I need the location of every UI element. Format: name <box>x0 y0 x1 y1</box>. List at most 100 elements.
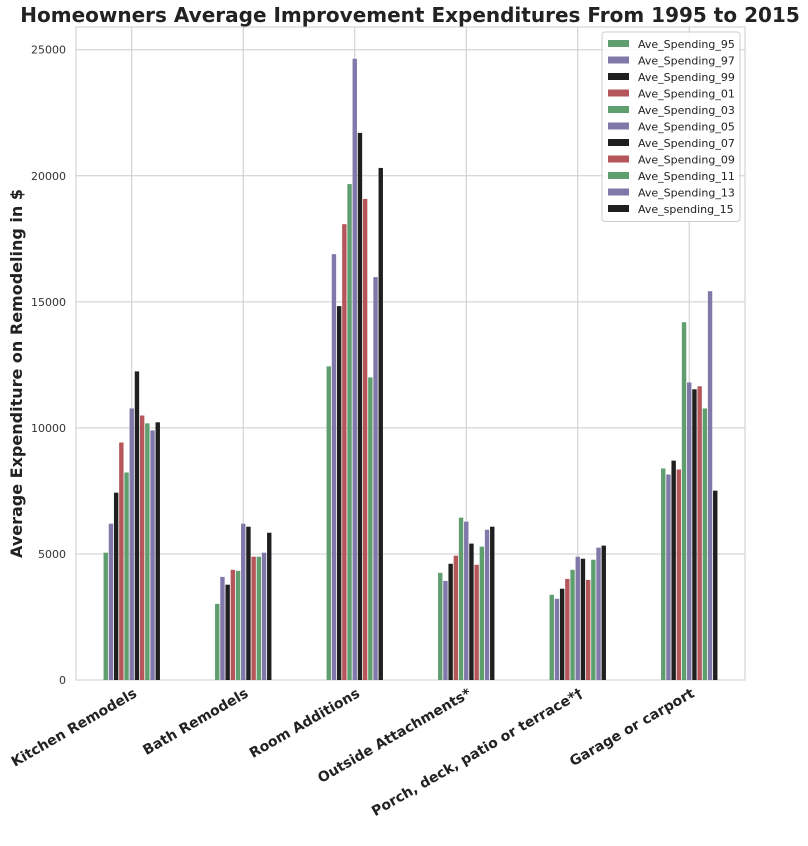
bar-ave-spending-05-4 <box>575 556 580 680</box>
bar-ave-spending-97-0 <box>108 523 114 680</box>
bar-ave-spending-07-0 <box>134 371 140 680</box>
bar-ave-spending-15-2 <box>378 167 383 680</box>
legend-item: Ave_Spending_05 <box>608 121 735 134</box>
bar-ave-spending-01-5 <box>676 469 682 680</box>
bar-ave-spending-09-2 <box>362 198 368 681</box>
bar-ave-spending-01-1 <box>230 569 236 680</box>
bar-ave-spending-09-1 <box>251 556 256 680</box>
bar-ave-spending-15-5 <box>713 490 718 680</box>
bar-ave-spending-99-3 <box>448 563 453 680</box>
legend-item: Ave_Spending_07 <box>608 137 735 150</box>
bar-ave-spending-99-5 <box>671 460 676 680</box>
bar-ave-spending-95-3 <box>438 572 443 680</box>
legend: Ave_Spending_95 Ave_Spending_97 Ave_Spendi… <box>601 31 741 222</box>
bar-ave-spending-09-0 <box>139 415 145 680</box>
bar-ave-spending-11-4 <box>591 559 596 680</box>
bar-ave-spending-99-2 <box>336 306 342 680</box>
legend-item: Ave_Spending_03 <box>608 104 735 117</box>
legend-item: Ave_spending_15 <box>608 203 734 216</box>
bar-ave-spending-11-0 <box>145 423 150 680</box>
y-tick-labels: 0 5000 10000 15000 20000 25000 <box>31 44 66 687</box>
legend-label: Ave_Spending_03 <box>638 104 735 117</box>
bar-ave-spending-07-4 <box>580 558 586 680</box>
x-tick-label: Room Additions <box>247 686 363 762</box>
bar-ave-spending-15-4 <box>601 545 606 680</box>
legend-box <box>601 31 741 222</box>
legend-label: Ave_Spending_99 <box>638 71 735 84</box>
legend-swatch <box>608 155 629 163</box>
bar-ave-spending-01-3 <box>453 555 459 680</box>
legend-label: Ave_Spending_95 <box>638 38 735 51</box>
legend-swatch <box>608 40 629 47</box>
bar-ave-spending-09-4 <box>585 579 591 680</box>
bar-ave-spending-03-1 <box>235 570 241 680</box>
bar-ave-spending-13-4 <box>596 547 601 680</box>
bar-ave-spending-09-3 <box>474 564 479 680</box>
legend-label: Ave_Spending_09 <box>638 154 735 167</box>
bar-ave-spending-11-1 <box>256 556 262 680</box>
bar-ave-spending-03-5 <box>681 322 687 680</box>
legend-item: Ave_Spending_99 <box>608 71 735 84</box>
bar-ave-spending-97-2 <box>331 254 337 680</box>
bars-layer <box>103 58 718 681</box>
bar-ave-spending-03-2 <box>347 184 352 680</box>
legend-swatch <box>608 205 629 212</box>
bar-ave-spending-13-5 <box>707 291 713 680</box>
bar-ave-spending-01-0 <box>119 442 124 680</box>
bar-ave-spending-13-2 <box>373 277 378 680</box>
bar-ave-spending-05-3 <box>464 521 469 680</box>
bar-ave-spending-15-3 <box>490 526 495 680</box>
bar-ave-spending-97-3 <box>443 580 448 680</box>
bar-ave-spending-99-4 <box>559 588 565 680</box>
bar-ave-spending-97-5 <box>666 474 671 680</box>
bar-ave-spending-07-1 <box>246 526 251 680</box>
legend-item: Ave_Spending_13 <box>608 187 735 200</box>
bar-ave-spending-05-1 <box>241 523 246 680</box>
legend-item: Ave_Spending_01 <box>608 88 735 101</box>
legend-label: Ave_Spending_05 <box>638 121 735 134</box>
bar-ave-spending-13-1 <box>261 552 267 680</box>
y-tick-label: 25000 <box>31 44 66 57</box>
legend-swatch <box>608 122 629 130</box>
legend-label: Ave_Spending_01 <box>638 88 735 101</box>
bar-ave-spending-95-1 <box>215 603 220 680</box>
bar-ave-spending-97-4 <box>554 598 560 680</box>
legend-label: Ave_Spending_97 <box>638 55 735 68</box>
bar-ave-spending-95-2 <box>326 366 331 680</box>
bar-ave-spending-95-0 <box>103 552 108 680</box>
bar-ave-spending-05-2 <box>352 58 357 680</box>
y-tick-label: 15000 <box>31 296 66 309</box>
legend-swatch <box>608 73 629 80</box>
bar-ave-spending-01-2 <box>342 224 347 680</box>
y-tick-label: 0 <box>59 674 66 687</box>
bar-ave-spending-11-3 <box>479 546 485 680</box>
legend-item: Ave_Spending_95 <box>608 38 735 51</box>
bar-ave-spending-95-5 <box>661 468 666 680</box>
legend-label: Ave_Spending_11 <box>638 170 735 183</box>
bar-ave-spending-99-1 <box>225 584 230 680</box>
legend-label: Ave_spending_15 <box>638 203 734 216</box>
bar-ave-spending-13-3 <box>484 529 490 680</box>
y-tick-label: 5000 <box>38 548 66 561</box>
bar-ave-spending-07-3 <box>469 543 474 680</box>
bar-ave-spending-13-0 <box>150 430 155 680</box>
bar-ave-spending-03-3 <box>458 517 464 680</box>
plot-frame <box>75 26 746 681</box>
x-tick-label: Bath Remodels <box>140 686 251 759</box>
bar-ave-spending-11-2 <box>368 377 373 680</box>
bar-ave-spending-95-4 <box>549 594 554 680</box>
bar-ave-spending-07-5 <box>692 389 697 680</box>
bar-ave-spending-03-0 <box>124 472 129 680</box>
bar-ave-spending-15-0 <box>155 422 160 680</box>
y-axis-label: Average Expenditure on Remodeling in $ <box>7 189 26 558</box>
legend-swatch <box>608 56 629 64</box>
bar-ave-spending-05-5 <box>687 382 692 680</box>
legend-item: Ave_Spending_97 <box>608 55 735 68</box>
x-tick-label: Kitchen Remodels <box>9 686 140 771</box>
legend-label: Ave_Spending_07 <box>638 137 735 150</box>
legend-swatch <box>608 106 629 113</box>
x-tick-label: Porch, deck, patio or terrace*† <box>369 686 586 820</box>
bar-ave-spending-15-1 <box>267 532 272 680</box>
